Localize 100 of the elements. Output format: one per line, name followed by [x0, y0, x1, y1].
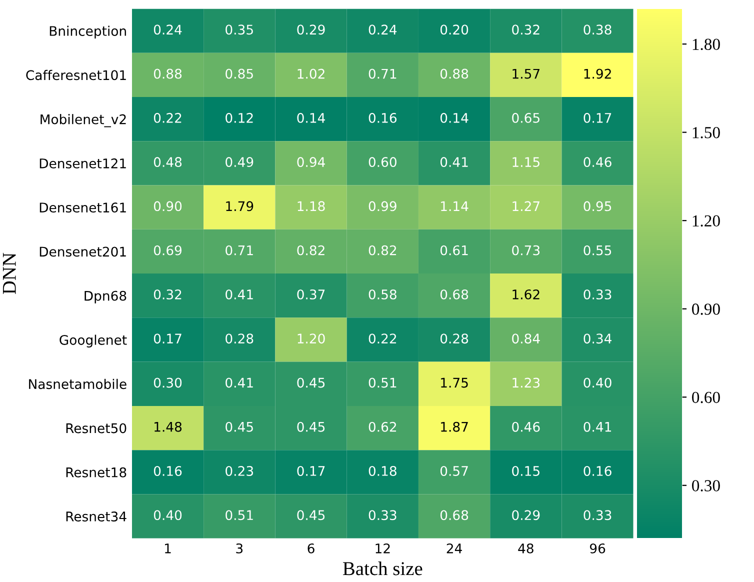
data-label: 0.28: [226, 334, 254, 344]
data-label: 0.88: [154, 68, 182, 79]
data-label: 0.29: [512, 510, 540, 520]
x-tick-label: 12: [376, 543, 390, 554]
data-label: 0.38: [584, 24, 612, 35]
y-tick-label: Resnet18: [66, 467, 126, 478]
y-tick-label: Googlenet: [60, 334, 127, 348]
y-tick-label: Mobilenet_v2: [40, 114, 126, 128]
data-label: 0.51: [226, 510, 253, 520]
data-label: 0.94: [297, 157, 325, 168]
data-label: 0.48: [154, 157, 182, 168]
y-tick-label: Nasnetamobile: [29, 378, 126, 390]
data-label: 0.61: [440, 245, 468, 256]
x-tick-label: 48: [518, 543, 534, 554]
data-label: 0.34: [584, 334, 612, 344]
data-label: 0.68: [440, 289, 468, 300]
data-label: 0.88: [440, 68, 468, 79]
data-label: 1.92: [584, 68, 611, 79]
data-label: 0.35: [226, 24, 253, 35]
data-label: 0.95: [584, 201, 612, 212]
data-label: 0.99: [368, 201, 396, 212]
color-bar-label: 0.90: [692, 304, 720, 315]
data-label: 0.45: [297, 422, 325, 432]
data-label: 0.17: [584, 112, 612, 123]
data-label: 0.82: [368, 245, 396, 256]
y-tick-label: Bninception: [50, 26, 126, 39]
data-label: 0.49: [226, 157, 254, 168]
data-label: 1.14: [441, 201, 468, 211]
y-axis-title: DNN: [2, 252, 16, 294]
data-label: 0.82: [297, 245, 324, 256]
data-label: 0.57: [440, 466, 468, 476]
x-tick-label: 1: [165, 544, 171, 554]
data-label: 1.57: [512, 68, 540, 79]
data-label: 0.23: [226, 466, 254, 476]
data-label: 0.41: [226, 378, 253, 388]
y-tick-label: Densenet201: [40, 246, 126, 257]
data-label: 1.15: [512, 157, 540, 168]
data-label: 0.46: [512, 422, 540, 432]
color-bar-label: 0.30: [692, 480, 720, 492]
data-label: 0.16: [584, 466, 612, 476]
x-axis-title: Batch size: [342, 562, 422, 576]
x-tick-label: 6: [308, 543, 314, 554]
data-label: 0.62: [368, 422, 396, 432]
data-label: 0.55: [584, 245, 612, 256]
x-tick-label: 24: [446, 543, 462, 554]
data-label: 1.62: [512, 289, 540, 300]
data-label: 0.15: [512, 466, 540, 476]
data-label: 0.60: [368, 157, 396, 168]
data-label: 0.85: [226, 68, 253, 79]
data-label: 0.65: [512, 112, 540, 123]
y-tick-label: Cafferesnet101: [26, 70, 126, 80]
x-tick-label: 96: [590, 543, 606, 554]
y-tick-label: Resnet34: [66, 512, 126, 522]
data-label: 0.90: [154, 201, 182, 212]
color-bar-label: 1.50: [692, 127, 720, 138]
data-label: 0.58: [368, 289, 396, 300]
data-label: 0.24: [154, 24, 182, 35]
data-label: 0.41: [584, 422, 612, 432]
data-label: 0.84: [512, 334, 540, 344]
data-label: 0.14: [297, 112, 325, 123]
data-label: 0.40: [154, 510, 182, 520]
data-label: 0.40: [584, 378, 612, 388]
data-label: 0.73: [512, 245, 540, 256]
data-label: 1.18: [298, 201, 325, 212]
color-bar-label: 0.60: [692, 392, 720, 404]
data-label: 1.87: [441, 422, 468, 432]
data-label: 0.24: [368, 24, 397, 35]
data-label: 0.20: [440, 24, 468, 35]
data-label: 0.69: [154, 245, 182, 256]
data-label: 1.27: [512, 201, 540, 211]
data-label: 0.33: [368, 510, 396, 520]
data-label: 1.23: [512, 378, 540, 388]
data-label: 0.17: [154, 334, 182, 344]
data-label: 0.33: [584, 510, 612, 520]
data-label: 0.45: [297, 378, 325, 388]
data-label: 0.45: [297, 510, 325, 520]
data-label: 0.29: [297, 24, 325, 35]
data-label: 0.41: [226, 289, 253, 300]
data-label: 0.22: [154, 112, 182, 123]
y-tick-label: Resnet50: [66, 423, 126, 434]
data-label: 0.14: [440, 112, 468, 123]
x-tick-label: 3: [236, 543, 243, 554]
y-tick-label: Densenet161: [40, 202, 126, 213]
data-label: 0.22: [368, 334, 396, 344]
data-label: 0.12: [226, 112, 253, 123]
data-label: 0.17: [297, 466, 325, 476]
color-bar-label: 1.80: [692, 38, 720, 50]
data-label: 0.71: [226, 245, 253, 256]
data-label: 1.79: [226, 201, 254, 212]
data-label: 0.16: [154, 466, 182, 476]
data-label: 0.51: [368, 378, 396, 388]
data-label: 0.71: [368, 68, 396, 79]
data-label: 1.48: [154, 422, 182, 432]
data-label: 0.32: [512, 24, 540, 35]
y-tick-label: Densenet121: [40, 158, 126, 168]
data-label: 0.16: [368, 112, 397, 123]
data-label: 0.41: [440, 157, 468, 168]
data-label: 0.37: [297, 289, 325, 300]
data-label: 0.45: [226, 422, 253, 432]
y-tick-label: Dpn68: [84, 290, 126, 304]
